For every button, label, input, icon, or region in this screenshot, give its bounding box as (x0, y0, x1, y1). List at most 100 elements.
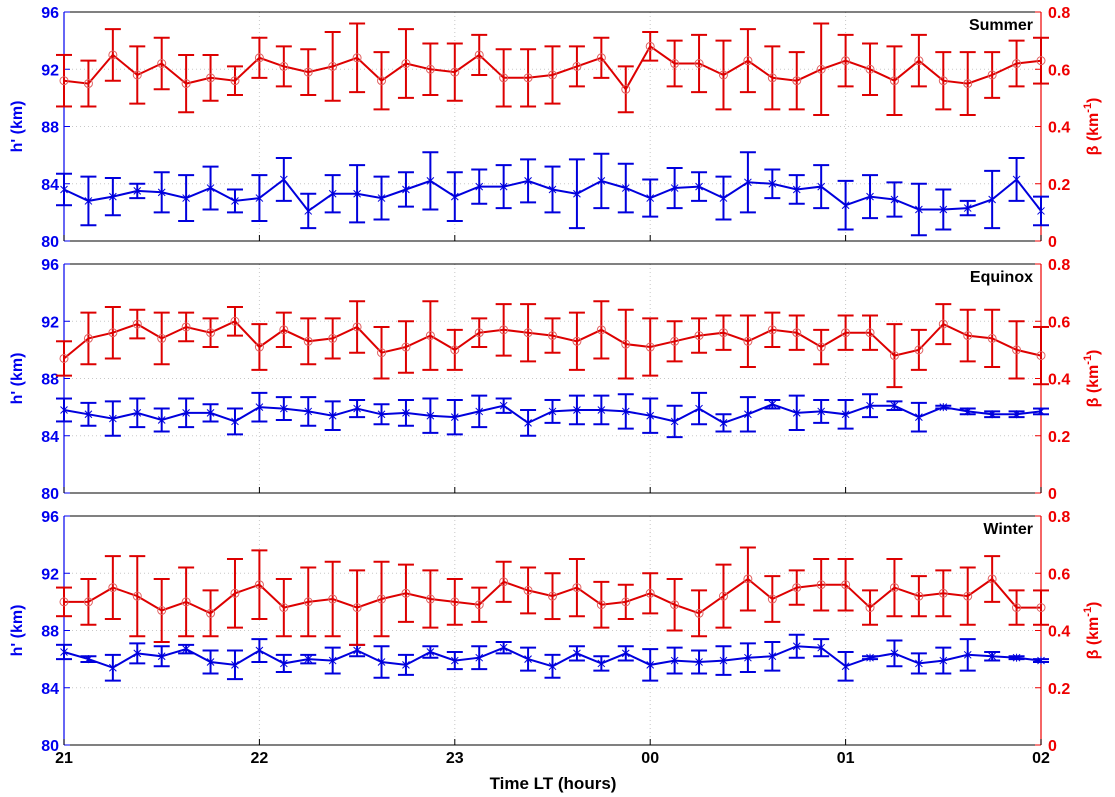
right-tick-label: 0.4 (1048, 624, 1070, 641)
data-point (157, 333, 167, 343)
data-point (1037, 407, 1045, 416)
data-point (915, 413, 923, 422)
right-y-axis-label-base: β (km (1085, 113, 1102, 156)
data-point (621, 407, 630, 416)
data-point (60, 185, 68, 194)
data-point (744, 653, 752, 662)
data-point (915, 205, 923, 214)
data-point (133, 408, 142, 417)
panel-summer: 80 84 88 92 96 0 0.2 0.4 0.6 0.8 h' (km) β (km-1) Su… (9, 5, 1102, 251)
data-point (108, 328, 118, 338)
panel-label: Summer (969, 17, 1033, 34)
series-h-prime (56, 633, 1049, 682)
data-point (1012, 603, 1022, 613)
data-point (865, 603, 875, 613)
right-y-axis-label: β (km-1) (1082, 602, 1102, 660)
data-point (1012, 653, 1021, 662)
data-point (231, 417, 239, 426)
data-point (352, 603, 362, 613)
data-point (987, 333, 997, 343)
data-point (475, 407, 484, 416)
data-point (303, 597, 313, 607)
x-tick-label: 22 (251, 750, 269, 767)
data-point (328, 333, 338, 343)
data-point (1012, 175, 1021, 184)
data-point (83, 333, 93, 343)
data-point (573, 189, 581, 198)
data-point (866, 192, 874, 201)
data-point (60, 647, 68, 656)
data-point (450, 67, 460, 77)
data-point (377, 410, 386, 419)
right-tick-label: 0.6 (1048, 314, 1070, 331)
data-point (304, 206, 313, 215)
data-point (841, 580, 851, 590)
data-point (450, 345, 460, 355)
data-point (548, 407, 557, 416)
data-point (181, 79, 191, 89)
series-beta (56, 300, 1049, 389)
data-point (963, 79, 973, 89)
data-point (426, 411, 435, 420)
data-point (206, 184, 215, 193)
data-point (499, 73, 509, 83)
data-point (596, 53, 606, 63)
data-point (206, 408, 215, 417)
panel-label: Equinox (970, 269, 1033, 286)
data-point (499, 325, 509, 335)
data-point (401, 59, 411, 69)
data-point (719, 194, 728, 203)
data-point (596, 325, 606, 335)
data-point (718, 591, 728, 601)
data-point (841, 410, 850, 419)
data-point (499, 577, 509, 587)
right-y-axis-label-superscript: -1 (1082, 103, 1094, 113)
data-point (181, 597, 191, 607)
right-tick-label: 0.4 (1048, 120, 1070, 137)
data-point (670, 59, 680, 69)
data-point (425, 64, 435, 74)
data-point (206, 657, 215, 666)
left-tick-label: 96 (41, 5, 59, 22)
data-point (450, 597, 460, 607)
data-point (719, 418, 728, 427)
data-point (939, 656, 948, 665)
data-point (401, 342, 411, 352)
data-point (157, 605, 167, 615)
data-point (450, 656, 459, 665)
data-point (695, 657, 703, 666)
data-point (865, 64, 875, 74)
data-point (914, 56, 924, 66)
data-point (987, 574, 997, 584)
data-point (670, 417, 679, 426)
data-point (718, 328, 728, 338)
data-point (670, 656, 679, 665)
data-point (743, 56, 753, 66)
data-point (767, 594, 777, 604)
data-point (597, 659, 606, 668)
data-point (524, 176, 532, 185)
x-tick-label: 01 (837, 750, 855, 767)
data-point (157, 188, 166, 197)
series-line (63, 44, 1042, 92)
data-point (303, 67, 313, 77)
right-y-axis-label-end: ) (1085, 98, 1102, 103)
series-h-prime (56, 391, 1049, 439)
data-point (645, 588, 655, 598)
data-point (548, 70, 557, 80)
data-point (328, 656, 337, 665)
left-tick-label: 92 (41, 62, 59, 79)
right-y-axis-label-end: ) (1085, 602, 1102, 607)
data-point (377, 348, 387, 358)
data-point (230, 588, 240, 598)
data-point (817, 643, 826, 652)
data-point (425, 594, 435, 604)
data-point (938, 588, 948, 598)
data-point (670, 336, 680, 346)
series-h-prime (56, 151, 1049, 237)
data-point (304, 655, 313, 664)
right-tick-label: 0.2 (1048, 681, 1070, 698)
left-tick-label: 84 (41, 429, 59, 446)
data-point (646, 411, 655, 420)
series-beta (56, 546, 1049, 646)
